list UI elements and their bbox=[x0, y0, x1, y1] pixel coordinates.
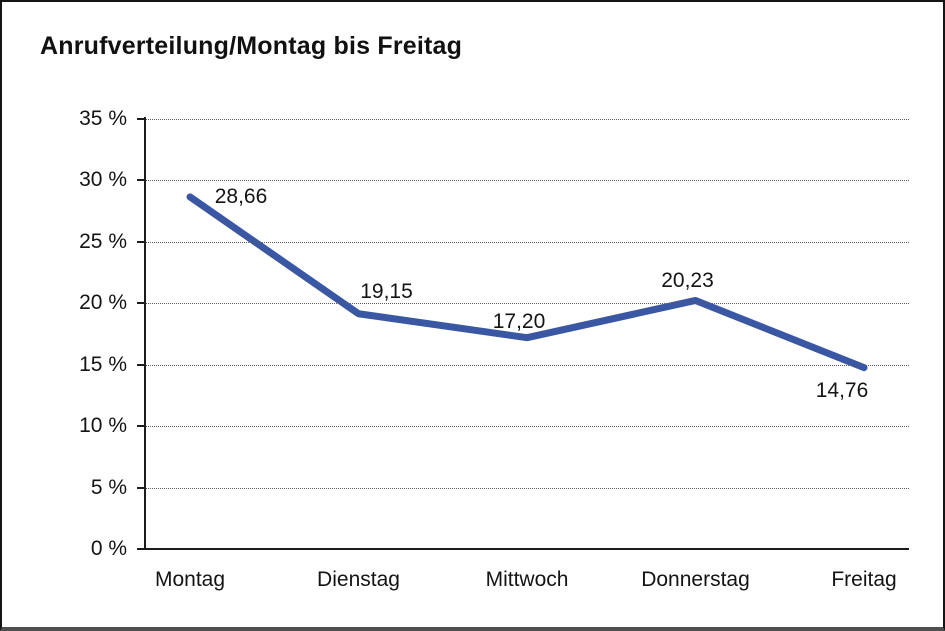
y-axis-tick-label: 15 % bbox=[79, 352, 127, 376]
data-point-label: 20,23 bbox=[661, 269, 714, 293]
line-series-svg bbox=[186, 193, 868, 372]
data-series-line bbox=[186, 193, 868, 372]
y-axis-tick bbox=[137, 179, 145, 182]
data-point-label: 19,15 bbox=[360, 279, 413, 303]
x-axis-category-label: Mittwoch bbox=[485, 568, 569, 591]
chart-title: Anrufverteilung/Montag bis Freitag bbox=[40, 32, 463, 60]
y-axis-tick-label: 35 % bbox=[79, 107, 127, 130]
x-axis-line bbox=[145, 548, 909, 550]
y-axis-tick bbox=[137, 118, 145, 120]
y-axis-tick-label: 30 % bbox=[79, 168, 127, 192]
y-axis-tick bbox=[137, 548, 145, 550]
y-axis-tick-label: 10 % bbox=[79, 414, 127, 438]
y-axis-tick bbox=[137, 425, 145, 428]
y-axis-tick-label: 25 % bbox=[79, 229, 127, 253]
gridline bbox=[145, 241, 909, 243]
y-axis-tick bbox=[137, 363, 145, 366]
gridline bbox=[145, 303, 909, 305]
y-axis-tick bbox=[137, 486, 145, 489]
gridline bbox=[145, 487, 909, 489]
x-axis-category-label: Donnerstag bbox=[641, 568, 750, 591]
data-point-label: 28,66 bbox=[214, 184, 268, 208]
y-axis-tick-label: 0 % bbox=[90, 537, 127, 560]
gridline bbox=[145, 426, 909, 428]
plot-area bbox=[145, 119, 909, 549]
data-point-label: 17,20 bbox=[492, 309, 546, 333]
gridline bbox=[145, 364, 909, 366]
x-axis-category-label: Dienstag bbox=[317, 568, 400, 591]
y-axis-line bbox=[144, 117, 146, 550]
gridline bbox=[145, 119, 909, 120]
data-point-label: 14,76 bbox=[815, 378, 869, 402]
y-axis-tick-label: 20 % bbox=[79, 291, 127, 315]
gridline bbox=[145, 180, 909, 182]
y-axis-tick bbox=[137, 302, 145, 305]
x-axis-category-label: Freitag bbox=[831, 568, 897, 591]
y-axis-tick bbox=[137, 240, 145, 243]
x-axis-category-label: Montag bbox=[154, 568, 226, 591]
y-axis-tick-label: 5 % bbox=[90, 475, 127, 499]
